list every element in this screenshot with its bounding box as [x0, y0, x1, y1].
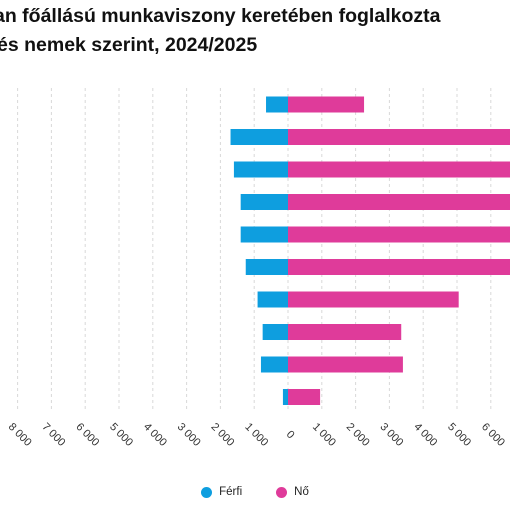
bar-no — [288, 129, 510, 145]
bar-no — [288, 226, 510, 243]
x-tick-label: 1 000 — [310, 421, 338, 449]
chart-title: an főállású munkaviszony keretében fogla… — [0, 2, 510, 60]
legend-label-ferfi: Férfi — [219, 486, 243, 498]
chart-title-line-1: an főállású munkaviszony keretében fogla… — [0, 5, 441, 27]
bar-ferfi — [260, 356, 288, 373]
bar-ferfi — [230, 129, 288, 145]
x-tick-label: 2 000 — [344, 421, 372, 449]
bar-no — [288, 194, 510, 210]
legend-item-no[interactable]: Nő — [276, 486, 309, 498]
x-tick-label: 5 000 — [445, 421, 473, 449]
legend-swatch-ferfi — [201, 486, 213, 498]
chart-title-line-2: és nemek szerint, 2024/2025 — [0, 34, 258, 56]
bar-no — [288, 161, 510, 178]
bar-ferfi — [262, 324, 288, 340]
bar-ferfi — [266, 96, 288, 113]
x-tick-label: 8 000 — [6, 421, 34, 449]
x-tick-label: 3 000 — [175, 421, 203, 449]
bar-no — [288, 389, 321, 405]
legend-item-ferfi[interactable]: Férfi — [201, 486, 242, 498]
bar-no — [288, 259, 510, 275]
x-tick-label: 2 000 — [209, 421, 237, 449]
bar-no — [288, 356, 403, 373]
x-tick-label: 1 000 — [242, 421, 270, 449]
legend-label-no: Nő — [294, 486, 309, 498]
x-tick-label: 7 000 — [40, 421, 68, 449]
bar-no — [288, 324, 402, 340]
bar-ferfi — [240, 226, 288, 243]
x-tick-label: 3 000 — [378, 421, 406, 449]
x-tick-label: 5 000 — [107, 421, 135, 449]
bar-no — [288, 96, 365, 113]
legend-swatch-no — [276, 486, 288, 498]
x-tick-label: 4 000 — [411, 421, 439, 449]
bar-ferfi — [233, 161, 288, 178]
legend: Férfi Nő — [0, 486, 510, 498]
bar-ferfi — [282, 389, 288, 405]
bar-ferfi — [240, 194, 288, 210]
x-tick-label: 6 000 — [73, 421, 101, 449]
bar-no — [288, 291, 459, 308]
x-tick-label: 4 000 — [141, 421, 169, 449]
x-tick-label: 0 — [284, 428, 297, 441]
bar-ferfi — [257, 291, 288, 308]
x-tick-label: 6 000 — [479, 421, 507, 449]
bar-ferfi — [245, 259, 288, 275]
